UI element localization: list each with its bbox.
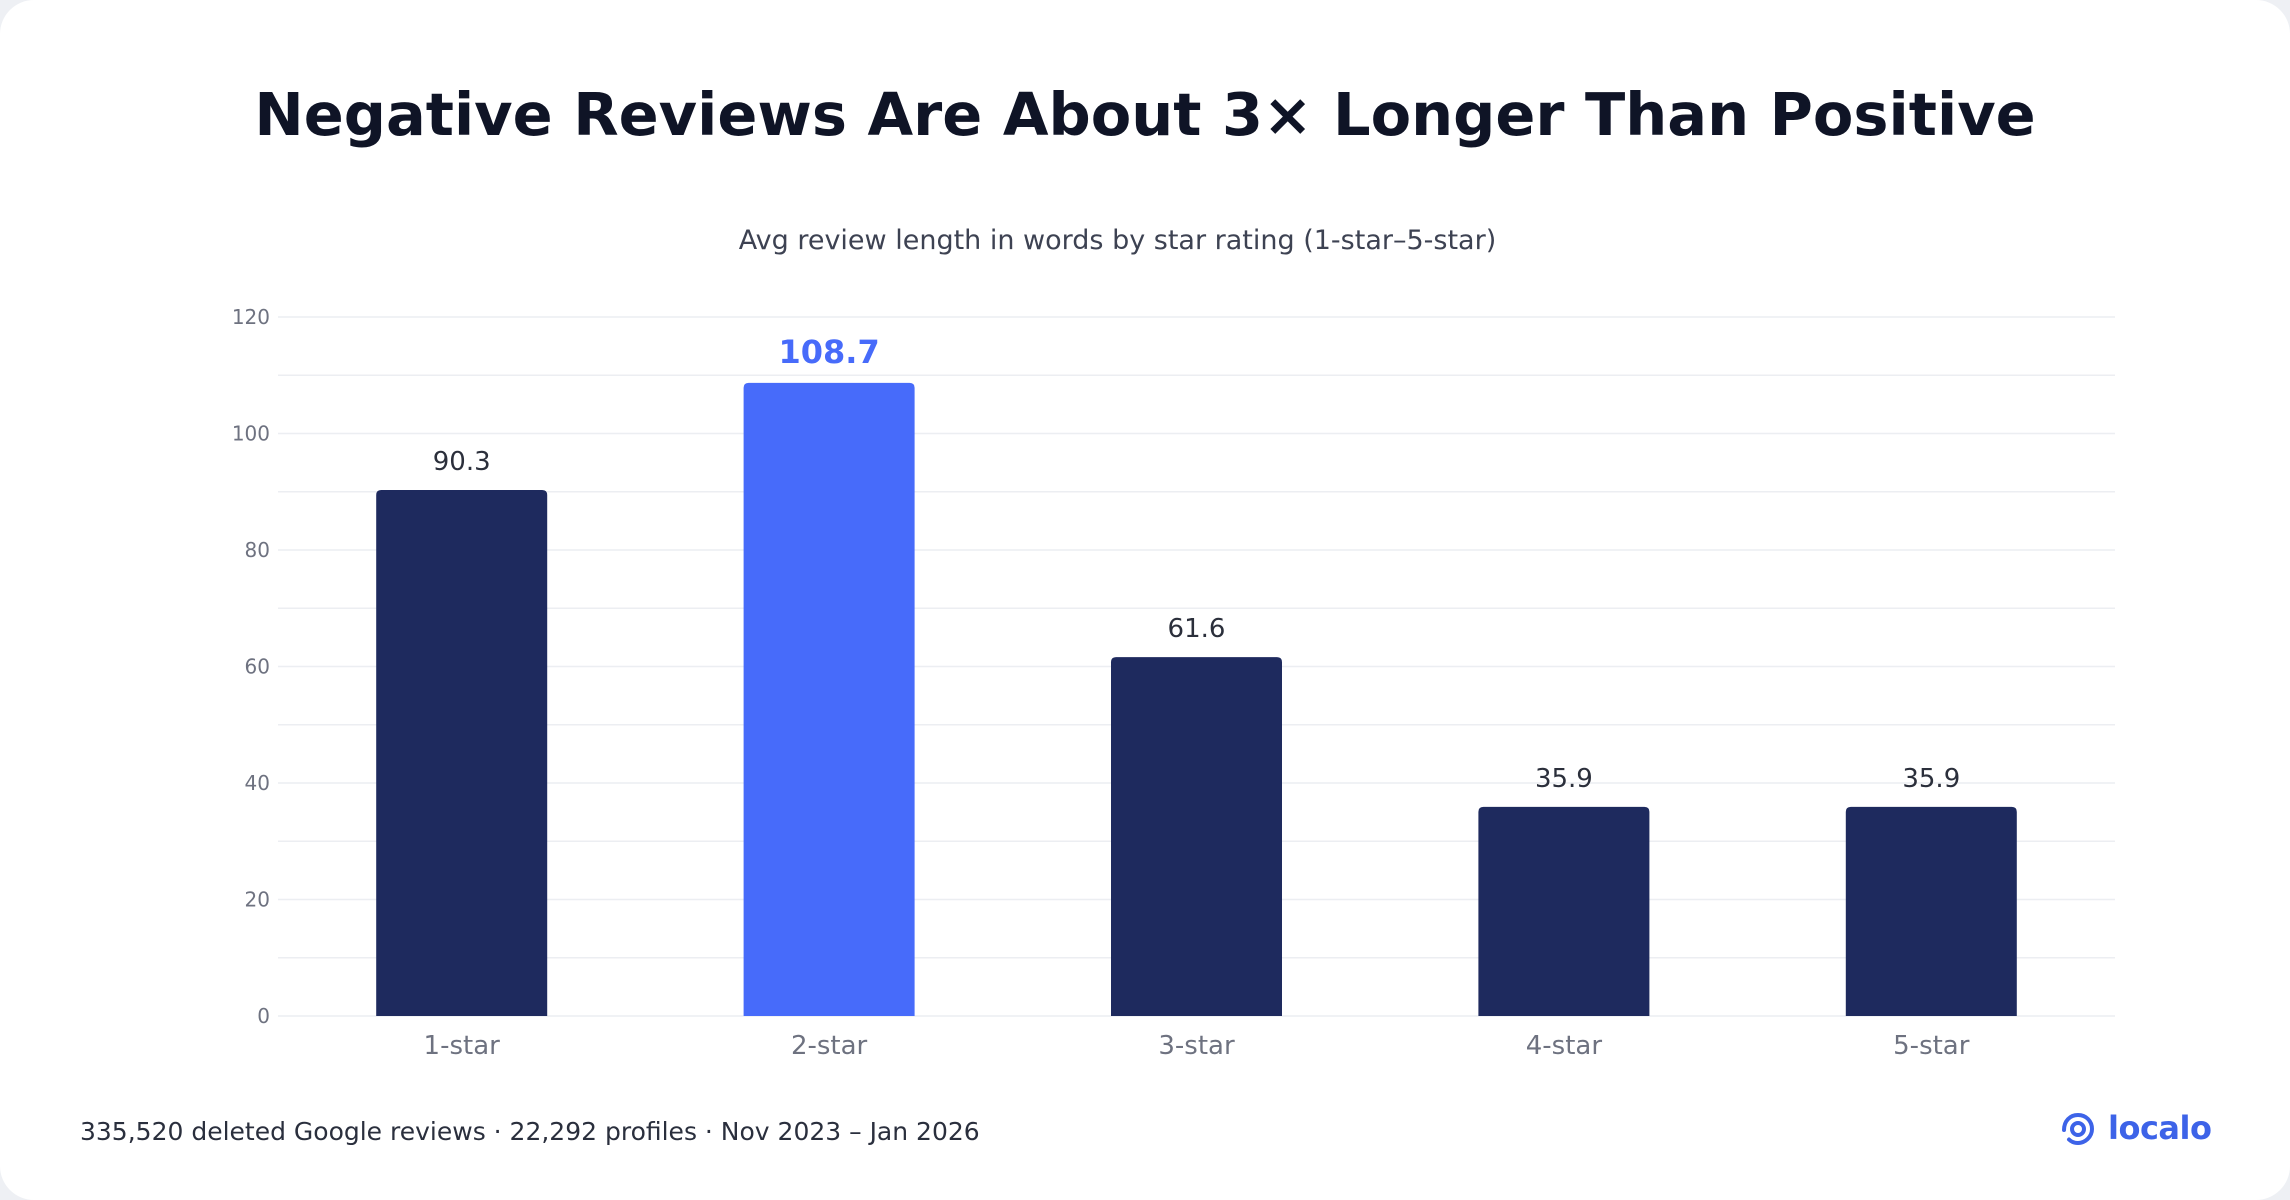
- bar-value-label: 90.3: [433, 447, 491, 477]
- bar-value-label: 35.9: [1535, 764, 1593, 794]
- y-tick-label: 100: [232, 422, 270, 446]
- bar-value-label: 35.9: [1902, 764, 1960, 794]
- y-tick-label: 120: [232, 305, 270, 329]
- bar-value-label: 108.7: [778, 333, 879, 371]
- bar-5-star[interactable]: [1845, 806, 2017, 1016]
- bar-2-star[interactable]: [743, 382, 915, 1016]
- bar-4-star[interactable]: [1478, 806, 1650, 1016]
- x-tick-label: 4-star: [1526, 1031, 1603, 1061]
- x-tick-label: 2-star: [791, 1031, 868, 1061]
- y-tick-label: 20: [245, 888, 270, 912]
- bar-3-star[interactable]: [1111, 657, 1282, 1016]
- y-tick-label: 60: [245, 655, 270, 679]
- bar-value-label: 61.6: [1168, 614, 1226, 644]
- y-tick-label: 0: [257, 1004, 270, 1028]
- chart-subtitle: Avg review length in words by star ratin…: [738, 225, 1497, 256]
- y-tick-label: 40: [245, 771, 270, 795]
- x-tick-label: 5-star: [1893, 1031, 1970, 1061]
- x-tick-label: 1-star: [424, 1031, 501, 1061]
- footer-note: 335,520 deleted Google reviews · 22,292 …: [80, 1117, 980, 1146]
- brand-name: localo: [2108, 1109, 2212, 1147]
- y-tick-label: 80: [245, 538, 270, 562]
- x-tick-label: 3-star: [1158, 1031, 1235, 1061]
- brand-logo[interactable]: localo: [2056, 1104, 2212, 1152]
- location-pin-icon: [2062, 1112, 2095, 1146]
- bar-1-star[interactable]: [376, 490, 548, 1016]
- chart-title: Negative Reviews Are About 3× Longer Tha…: [254, 80, 2036, 149]
